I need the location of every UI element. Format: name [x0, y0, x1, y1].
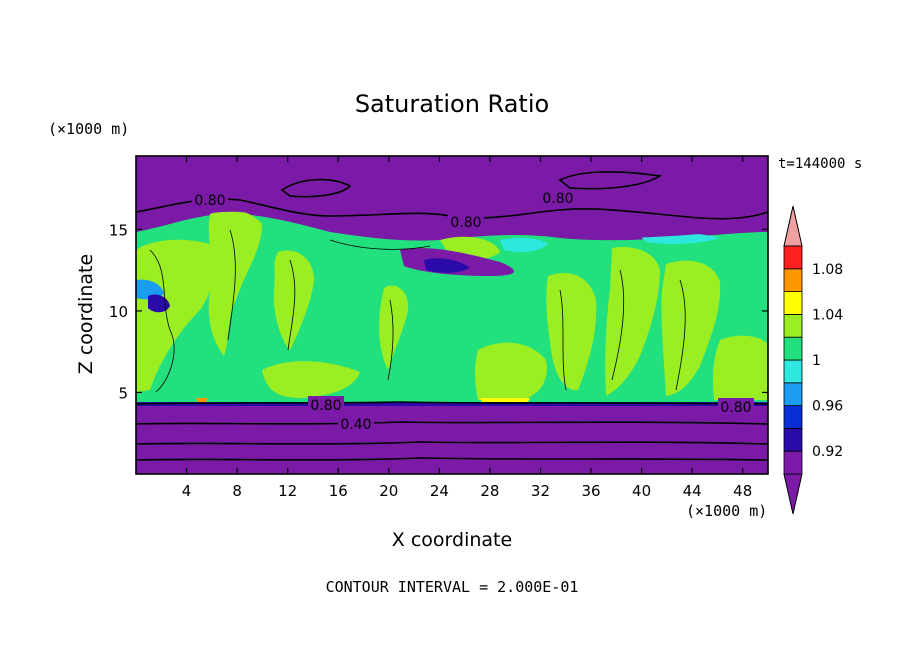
- yellow-green-patches: [136, 209, 768, 400]
- x-tick-label: 28: [480, 482, 499, 500]
- y-axis-title: Z coordinate: [75, 254, 97, 374]
- contour-label: 0.80: [194, 193, 225, 209]
- contour-label: 0.80: [450, 215, 481, 231]
- colorbar-swatch: [783, 336, 803, 361]
- colorbar-swatch: [783, 291, 803, 315]
- contour-label-bg: [540, 189, 576, 205]
- y-tick-label: 10: [109, 303, 128, 321]
- x-axis-title: X coordinate: [392, 529, 512, 551]
- colorbar-bottom-arrow: [783, 473, 803, 515]
- contour-label-bg: [718, 398, 754, 414]
- colorbar: 0.92 0.96 1 1.04 1.08: [783, 205, 843, 515]
- colorbar-label: 0.92: [812, 444, 843, 460]
- x-axis: 4 8 12 16 20 24 28 32 36 40 44 48: [182, 156, 752, 500]
- contour-labels: 0.80 0.80 0.80 0.80 0.80 0.40: [192, 189, 754, 433]
- contour-label-bg: [192, 191, 228, 207]
- colorbar-label: 1: [812, 353, 821, 369]
- x-tick-label: 16: [329, 482, 348, 500]
- upper-dry-region: [136, 156, 768, 239]
- x-tick-label: 20: [379, 482, 398, 500]
- contour-label-bg: [308, 396, 344, 412]
- contour-label: 0.80: [310, 398, 341, 414]
- x-tick-label: 44: [683, 482, 702, 500]
- y-unit-label: (×1000 m): [48, 120, 129, 138]
- colorbar-swatch: [783, 268, 803, 292]
- x-tick-label: 48: [733, 482, 752, 500]
- x-unit-label: (×1000 m): [686, 502, 767, 520]
- contour-interval-note: CONTOUR INTERVAL = 2.000E-01: [326, 578, 579, 596]
- colorbar-swatch: [783, 359, 803, 384]
- orange-spot: [196, 398, 208, 402]
- plot-frame: [135, 155, 769, 475]
- heatmap-field: [136, 156, 768, 474]
- contour-label: 0.80: [720, 400, 751, 416]
- colorbar-swatch: [783, 427, 803, 452]
- colorbar-swatch: [783, 405, 803, 429]
- contour-label-bg: [448, 213, 484, 229]
- colorbar-swatch: [783, 450, 803, 475]
- time-label: t=144000 s: [778, 156, 862, 172]
- contour-label-bg: [338, 415, 374, 431]
- y-axis: 5 10 15: [109, 221, 768, 402]
- colorbar-swatch: [783, 382, 803, 406]
- x-tick-label: 24: [430, 482, 449, 500]
- x-tick-label: 40: [632, 482, 651, 500]
- y-tick-label: 15: [109, 221, 128, 239]
- x-tick-label: 8: [232, 482, 242, 500]
- x-tick-label: 12: [278, 482, 297, 500]
- contour-label: 0.40: [340, 417, 371, 433]
- x-tick-label: 32: [531, 482, 550, 500]
- contour-label: 0.80: [542, 191, 573, 207]
- colorbar-swatch: [783, 313, 803, 338]
- colorbar-label: 1.04: [812, 307, 843, 323]
- colorbar-label: 1.08: [812, 262, 843, 278]
- y-tick-label: 5: [118, 384, 128, 402]
- yellow-spot: [480, 398, 530, 402]
- x-tick-label: 36: [581, 482, 600, 500]
- chart-title: Saturation Ratio: [355, 90, 549, 118]
- base-band: [136, 402, 768, 406]
- x-tick-label: 4: [182, 482, 192, 500]
- colorbar-top-arrow: [783, 205, 803, 247]
- thin-contours: [149, 229, 686, 393]
- colorbar-label: 0.96: [812, 399, 843, 415]
- colorbar-swatch: [783, 245, 803, 270]
